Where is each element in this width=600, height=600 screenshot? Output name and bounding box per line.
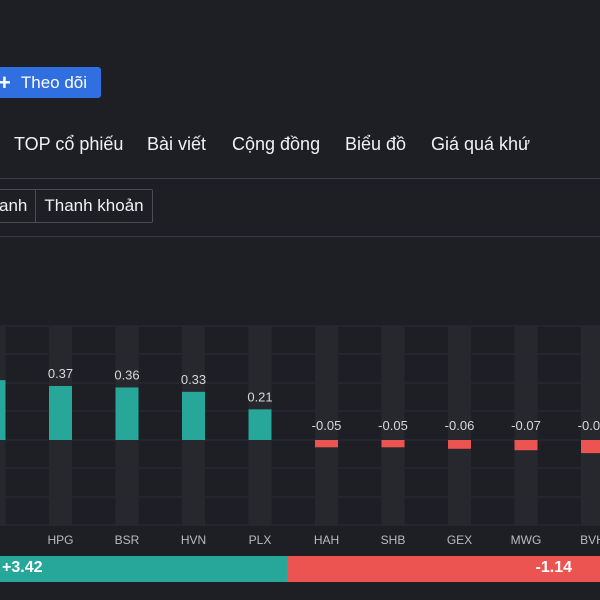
x-tick-label: PLX bbox=[249, 533, 272, 547]
impact-bar-chart: 1P0.37HPG0.36BSR0.33HVN0.21PLX-0.05HAH-0… bbox=[0, 325, 600, 547]
bar-value-label: -0.07 bbox=[511, 418, 541, 433]
tab-chart[interactable]: Biểu đồ bbox=[345, 134, 407, 154]
subtab-group: anh Thanh khoản bbox=[0, 189, 153, 223]
bar-bvh[interactable] bbox=[581, 440, 600, 454]
bar-value-label: 0.33 bbox=[181, 372, 206, 387]
follow-button[interactable]: + Theo dõi bbox=[0, 67, 101, 98]
tab-bar: TOP cổ phiếu Bài viết Cộng đồng Biểu đồ … bbox=[0, 126, 600, 179]
summary-bar: +3.42 -1.14 bbox=[0, 556, 600, 582]
bar-plx[interactable] bbox=[248, 409, 272, 440]
column-band bbox=[381, 326, 405, 526]
x-tick-label: BVH bbox=[580, 533, 600, 547]
bar-bsr[interactable] bbox=[115, 387, 139, 440]
bar-p[interactable] bbox=[0, 380, 6, 440]
bar-value-label: 0.21 bbox=[247, 389, 272, 404]
tab-community[interactable]: Cộng đồng bbox=[232, 134, 321, 154]
tab-articles[interactable]: Bài viết bbox=[147, 134, 207, 154]
bar-hpg[interactable] bbox=[49, 385, 72, 440]
bar-hvn[interactable] bbox=[182, 391, 205, 440]
bar-mwg[interactable] bbox=[514, 440, 538, 451]
column-band bbox=[315, 326, 338, 526]
bar-gex[interactable] bbox=[448, 440, 471, 449]
negative-summary: -1.14 bbox=[287, 556, 600, 582]
bar-value-label: -0.05 bbox=[378, 418, 408, 433]
bar-hah[interactable] bbox=[315, 440, 338, 448]
bar-shb[interactable] bbox=[381, 440, 405, 448]
tab-top-stocks[interactable]: TOP cổ phiếu bbox=[14, 134, 124, 154]
tab-price-history[interactable]: Giá quá khứ bbox=[431, 134, 531, 154]
follow-button-label: Theo dõi bbox=[20, 72, 88, 92]
section-divider bbox=[0, 236, 600, 237]
subtab-liquidity[interactable]: Thanh khoản bbox=[35, 190, 151, 222]
x-tick-label: SHB bbox=[381, 533, 406, 547]
bar-value-label: -0.09 bbox=[578, 418, 600, 433]
bar-value-label: -0.05 bbox=[312, 418, 342, 433]
x-tick-label: HVN bbox=[181, 533, 206, 547]
plus-icon: + bbox=[0, 69, 11, 95]
column-band bbox=[448, 326, 471, 526]
x-tick-label: GEX bbox=[447, 533, 472, 547]
column-band bbox=[581, 326, 600, 526]
positive-total: +3.42 bbox=[2, 559, 43, 576]
x-tick-label: HAH bbox=[314, 533, 339, 547]
bar-value-label: -0.06 bbox=[445, 418, 475, 433]
column-band bbox=[514, 326, 538, 526]
x-tick-label: MWG bbox=[511, 533, 542, 547]
bar-value-label: 0.37 bbox=[48, 366, 73, 381]
x-tick-label: BSR bbox=[115, 533, 140, 547]
x-tick-label: HPG bbox=[47, 533, 73, 547]
bar-value-label: 0.36 bbox=[114, 367, 139, 382]
chart-grid bbox=[0, 325, 600, 526]
positive-summary: +3.42 bbox=[0, 556, 287, 582]
negative-total: -1.14 bbox=[535, 559, 572, 576]
subtab-impact[interactable]: anh bbox=[0, 196, 28, 215]
